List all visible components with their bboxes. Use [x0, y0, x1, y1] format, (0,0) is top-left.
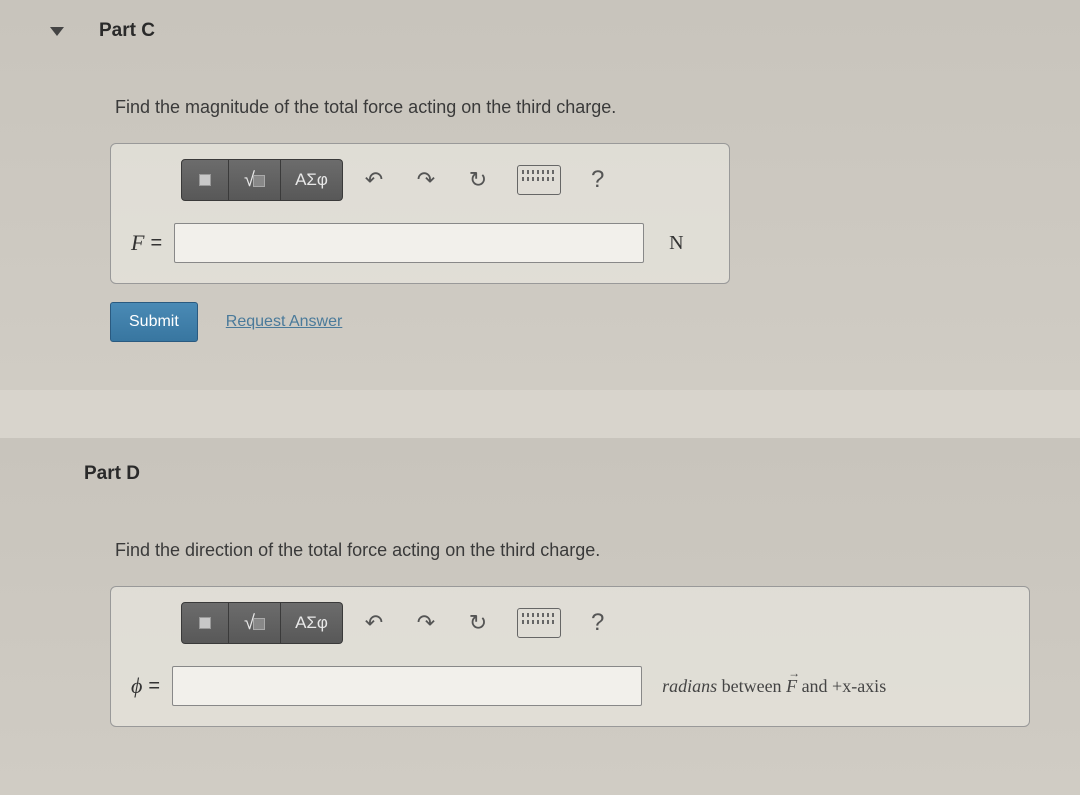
template-icon — [199, 174, 211, 186]
answer-input[interactable] — [174, 223, 644, 263]
root-icon: √ — [244, 613, 265, 633]
part-c-toolbar: √ ΑΣφ ↶ ↷ ↻ ? — [181, 159, 709, 201]
keyboard-icon[interactable] — [517, 165, 561, 195]
variable-label: ϕ — [131, 673, 142, 699]
equals-sign: = — [150, 232, 162, 255]
template-icon — [199, 617, 211, 629]
equals-sign: = — [148, 675, 160, 698]
part-c-title: Part C — [99, 20, 155, 42]
collapse-toggle-icon[interactable] — [50, 27, 64, 36]
part-c-answer-box: √ ΑΣφ ↶ ↷ ↻ ? F = N — [110, 143, 730, 284]
reset-icon[interactable]: ↻ — [457, 159, 499, 201]
reset-icon[interactable]: ↻ — [457, 602, 499, 644]
part-c-actions: Submit Request Answer — [110, 302, 1080, 342]
submit-button[interactable]: Submit — [110, 302, 198, 342]
undo-icon[interactable]: ↶ — [353, 159, 395, 201]
request-answer-link[interactable]: Request Answer — [226, 313, 343, 331]
answer-input[interactable] — [172, 666, 642, 706]
unit-suffix: and +x-axis — [797, 676, 886, 696]
part-d-header: Part D — [50, 463, 1080, 485]
variable-label: F — [131, 230, 144, 256]
redo-icon[interactable]: ↷ — [405, 159, 447, 201]
keyboard-icon[interactable] — [517, 608, 561, 638]
help-icon[interactable]: ? — [591, 609, 604, 637]
unit-vector: →F — [786, 676, 797, 696]
part-d-prompt: Find the direction of the total force ac… — [115, 540, 1080, 561]
template-button[interactable] — [181, 602, 229, 644]
redo-icon[interactable]: ↷ — [405, 602, 447, 644]
help-icon[interactable]: ? — [591, 166, 604, 194]
greek-button[interactable]: ΑΣφ — [281, 159, 343, 201]
part-c-section: Part C Find the magnitude of the total f… — [0, 0, 1080, 390]
part-c-input-row: F = N — [131, 223, 709, 263]
math-button[interactable]: √ — [229, 159, 281, 201]
template-button[interactable] — [181, 159, 229, 201]
part-d-section: Part D Find the direction of the total f… — [0, 438, 1080, 795]
undo-icon[interactable]: ↶ — [353, 602, 395, 644]
part-d-input-row: ϕ = radians between →F and +x-axis — [131, 666, 1009, 706]
part-d-answer-box: √ ΑΣφ ↶ ↷ ↻ ? ϕ = radians between →F and… — [110, 586, 1030, 727]
part-c-header: Part C — [50, 20, 1080, 42]
unit-label: N — [669, 232, 683, 255]
unit-label: radians between →F and +x-axis — [662, 676, 886, 697]
part-c-prompt: Find the magnitude of the total force ac… — [115, 97, 1080, 118]
unit-between: between — [717, 676, 786, 696]
unit-radians: radians — [662, 676, 717, 696]
part-d-title: Part D — [84, 463, 140, 485]
root-icon: √ — [244, 170, 265, 190]
math-button[interactable]: √ — [229, 602, 281, 644]
part-d-toolbar: √ ΑΣφ ↶ ↷ ↻ ? — [181, 602, 1009, 644]
greek-button[interactable]: ΑΣφ — [281, 602, 343, 644]
